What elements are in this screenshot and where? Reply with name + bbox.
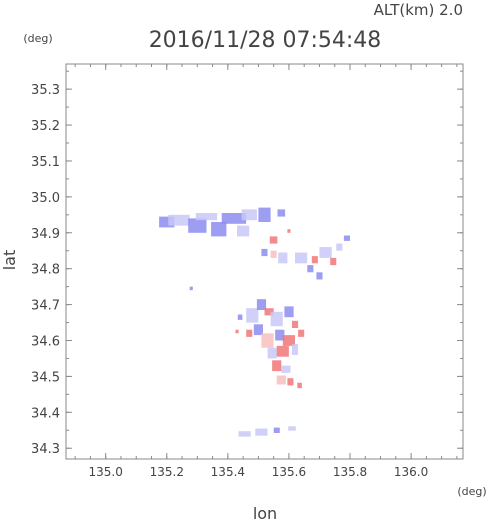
- y-tick-label: 34.3: [31, 442, 60, 457]
- data-cell: [319, 247, 332, 258]
- data-cell: [267, 347, 277, 359]
- data-cell: [261, 248, 268, 257]
- data-cell: [168, 214, 190, 226]
- data-cell: [281, 365, 291, 373]
- data-cell: [255, 428, 268, 436]
- data-cell: [221, 213, 247, 224]
- data-cell: [188, 218, 207, 233]
- y-tick-label: 35.2: [31, 119, 60, 134]
- data-cell: [253, 324, 263, 336]
- timestamp-title: 2016/11/28 07:54:48: [149, 28, 382, 53]
- x-unit-label: (deg): [457, 485, 486, 498]
- x-tick-label: 135.2: [150, 465, 184, 479]
- y-axis-label: lat: [0, 250, 19, 271]
- y-tick-label: 34.6: [31, 335, 60, 350]
- data-cell: [246, 308, 259, 323]
- data-cell: [330, 257, 337, 266]
- y-unit-label: (deg): [23, 32, 52, 45]
- data-cell: [311, 256, 318, 264]
- y-tick-label: 35.1: [31, 155, 60, 170]
- y-tick-label: 34.5: [31, 370, 60, 385]
- data-cell: [270, 250, 277, 258]
- data-cell: [297, 382, 302, 389]
- data-cell: [287, 378, 294, 386]
- data-cell: [235, 329, 239, 334]
- data-cell: [292, 320, 299, 328]
- altitude-label: ALT(km) 2.0: [374, 1, 463, 19]
- data-cell: [237, 314, 243, 320]
- y-tick-label: 34.9: [31, 227, 60, 242]
- data-cell: [343, 235, 350, 241]
- data-cell: [270, 311, 283, 327]
- data-cell: [277, 209, 286, 217]
- data-cell: [261, 333, 274, 348]
- data-cell: [307, 265, 314, 273]
- x-tick-label: 135.0: [89, 465, 123, 479]
- data-cell: [258, 207, 271, 222]
- data-cell: [264, 308, 274, 316]
- data-cell: [288, 426, 296, 431]
- data-cell: [316, 272, 323, 280]
- data-cell: [275, 329, 285, 341]
- data-cells: [159, 207, 350, 437]
- data-cell: [256, 299, 267, 310]
- data-cell: [241, 209, 257, 221]
- data-cell: [284, 306, 294, 318]
- data-cell: [211, 222, 227, 237]
- data-cell: [273, 427, 280, 433]
- data-cell: [195, 213, 218, 221]
- data-cell: [237, 225, 250, 237]
- y-tick-label: 34.8: [31, 263, 60, 278]
- y-tick-label: 34.7: [31, 299, 60, 314]
- x-tick-label: 136.0: [394, 465, 428, 479]
- data-cell: [246, 329, 253, 337]
- x-axis-label: lon: [253, 504, 277, 521]
- data-cell: [276, 345, 289, 357]
- plot-frame: [65, 63, 464, 460]
- data-cell: [278, 252, 288, 264]
- data-cell: [276, 375, 286, 385]
- data-cell: [295, 252, 308, 264]
- data-cell: [282, 335, 295, 346]
- y-tick-label: 34.4: [31, 406, 60, 421]
- x-tick-label: 135.8: [333, 465, 367, 479]
- y-tick-label: 35.0: [31, 191, 60, 206]
- data-cell: [159, 216, 175, 228]
- data-cell: [287, 229, 291, 233]
- axis-ticks: 135.0 135.2 135.4 135.6 135.8 136.0 34.3 34.4 34…: [31, 64, 463, 479]
- data-cell: [269, 236, 278, 244]
- data-cell: [272, 360, 282, 372]
- x-tick-label: 135.6: [272, 465, 306, 479]
- y-tick-label: 35.3: [31, 83, 60, 98]
- data-cell: [336, 243, 343, 251]
- x-tick-label: 135.4: [211, 465, 245, 479]
- data-cell: [189, 286, 193, 291]
- data-cell: [298, 329, 305, 337]
- data-cell: [292, 344, 299, 355]
- data-cell: [238, 431, 251, 437]
